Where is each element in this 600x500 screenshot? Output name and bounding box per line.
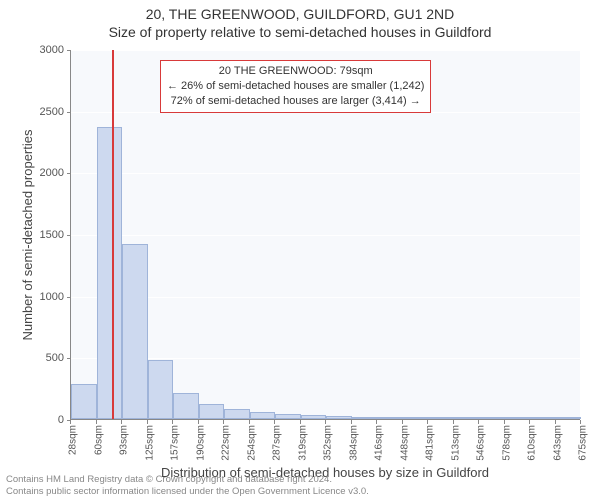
annotation-box: 20 THE GREENWOOD: 79sqm ← 26% of semi-de… [160,60,431,113]
histogram-bar [301,415,327,419]
histogram-bar [173,393,199,419]
title-line-1: 20, THE GREENWOOD, GUILDFORD, GU1 2ND [0,6,600,22]
x-tick-label: 546sqm [476,425,487,461]
histogram-bar [530,417,556,419]
histogram-bar [148,360,174,419]
title-line-2: Size of property relative to semi-detach… [0,24,600,40]
histogram-bar [275,414,301,419]
y-tick-label: 1500 [24,229,64,241]
x-tick-label: 287sqm [272,425,283,461]
x-tick-label: 28sqm [68,425,79,455]
chart-root: { "title": { "line1": "20, THE GREENWOOD… [0,0,600,500]
x-tick-label: 643sqm [552,425,563,461]
y-tick-label: 3000 [24,44,64,56]
x-tick-label: 610sqm [527,425,538,461]
x-tick-label: 319sqm [297,425,308,461]
plot-area: 050010001500200025003000 28sqm60sqm93sqm… [70,50,580,420]
x-tick-label: 481sqm [425,425,436,461]
histogram-bar [428,417,454,419]
annotation-line-3: 72% of semi-detached houses are larger (… [167,94,424,109]
x-tick-label: 352sqm [323,425,334,461]
annotation-line-2: ← 26% of semi-detached houses are smalle… [167,79,424,94]
y-tick-label: 500 [24,352,64,364]
x-tick-label: 513sqm [450,425,461,461]
histogram-bar [97,127,123,419]
histogram-bar [326,416,352,419]
x-tick-label: 93sqm [119,425,130,455]
histogram-bar [199,404,225,419]
x-tick-label: 448sqm [399,425,410,461]
histogram-bar [556,417,582,419]
x-tick-label: 222sqm [221,425,232,461]
gridline [71,173,580,174]
annotation-line-1: 20 THE GREENWOOD: 79sqm [167,64,424,79]
y-tick-label: 2000 [24,167,64,179]
histogram-bar [122,244,148,419]
x-tick-label: 578sqm [501,425,512,461]
footer-line-2: Contains public sector information licen… [6,486,369,498]
chart-title: 20, THE GREENWOOD, GUILDFORD, GU1 2ND Si… [0,0,600,40]
x-tick-label: 384sqm [348,425,359,461]
histogram-bar [403,417,429,419]
histogram-bar [377,417,403,419]
x-tick-label: 416sqm [374,425,385,461]
x-tick-label: 125sqm [144,425,155,461]
footer-line-1: Contains HM Land Registry data © Crown c… [6,474,369,486]
x-tick-label: 60sqm [93,425,104,455]
histogram-bar [505,417,531,419]
y-tick-label: 1000 [24,291,64,303]
footer-attribution: Contains HM Land Registry data © Crown c… [6,474,369,498]
x-tick-label: 675sqm [578,425,589,461]
histogram-bar [352,417,378,419]
reference-line [112,50,114,419]
histogram-bar [479,417,505,419]
histogram-bar [250,412,276,419]
histogram-bar [71,384,97,419]
histogram-bar [454,417,480,419]
x-tick-label: 254sqm [246,425,257,461]
x-tick-label: 157sqm [170,425,181,461]
gridline [71,50,580,51]
y-tick-label: 2500 [24,106,64,118]
gridline [71,235,580,236]
y-tick-label: 0 [24,414,64,426]
histogram-bar [224,409,250,419]
x-tick-label: 190sqm [195,425,206,461]
